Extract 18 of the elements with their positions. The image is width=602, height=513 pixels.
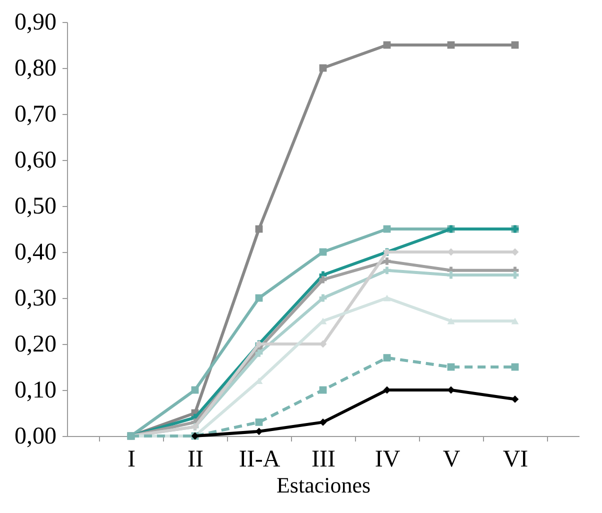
y-tick-label: 0,70 <box>14 102 56 128</box>
x-tick-label: V <box>442 446 461 472</box>
y-tick-label: 0,10 <box>14 378 56 404</box>
y-tick-label: 0,40 <box>14 240 56 266</box>
x-tick-label: II <box>188 446 204 472</box>
y-tick-label: 0,00 <box>14 424 56 450</box>
y-tick-label: 0,20 <box>14 332 56 358</box>
y-tick-label: 0,50 <box>14 194 56 220</box>
x-tick-label: VI <box>502 446 528 472</box>
x-axis-title: Estaciones <box>276 472 371 498</box>
x-tick-label: IV <box>374 446 401 472</box>
y-tick-label: 0,90 <box>14 10 56 36</box>
x-tick-label: II-A <box>238 446 281 472</box>
y-tick-label: 0,60 <box>14 148 56 174</box>
y-tick-label: 0,30 <box>14 286 56 312</box>
y-tick-label: 0,80 <box>14 56 56 82</box>
x-tick-label: I <box>128 446 136 472</box>
x-tick-label: III <box>312 446 336 472</box>
